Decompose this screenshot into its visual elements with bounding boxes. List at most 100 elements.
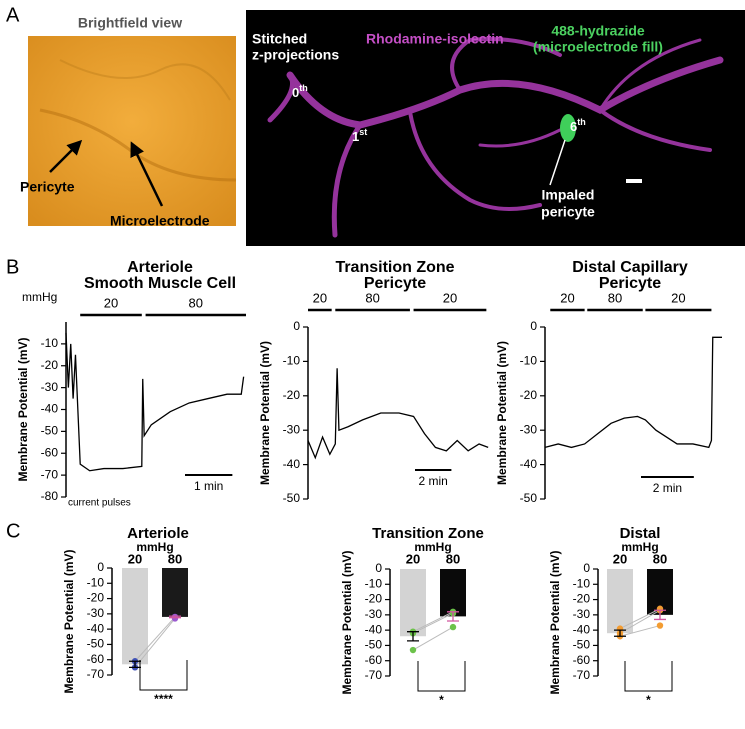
y-tick-label: -10 bbox=[41, 336, 59, 350]
pericyte-fill bbox=[560, 114, 576, 142]
scale-label: 2 min bbox=[653, 481, 682, 495]
y-tick-label: -20 bbox=[520, 388, 538, 402]
y-axis-label: Membrane Potential (mV) bbox=[548, 550, 562, 694]
error-bar bbox=[654, 609, 666, 621]
bar bbox=[122, 568, 148, 665]
y-tick-label: -30 bbox=[41, 380, 59, 394]
category-label: 20 bbox=[128, 551, 142, 566]
unit-label: mmHg bbox=[414, 540, 451, 554]
image-label: pericyte bbox=[541, 204, 595, 220]
pressure-label: 80 bbox=[365, 290, 379, 305]
brightfield-image bbox=[28, 36, 236, 226]
y-tick-label: -40 bbox=[365, 622, 383, 636]
y-tick-label: 0 bbox=[530, 319, 537, 333]
y-tick-label: -50 bbox=[283, 491, 301, 505]
y-tick-label: -40 bbox=[520, 457, 538, 471]
chart-title: Distal Capillary bbox=[572, 259, 688, 276]
chart-title: Pericyte bbox=[364, 275, 426, 292]
error-bar bbox=[407, 631, 419, 642]
y-tick-label: -20 bbox=[87, 591, 105, 605]
significance: **** bbox=[154, 692, 173, 706]
y-axis-label: Membrane Potential (mV) bbox=[62, 549, 76, 693]
error-bar bbox=[169, 615, 181, 619]
y-tick-label: -60 bbox=[87, 652, 105, 666]
image-texture bbox=[59, 59, 231, 101]
pressure-label: 20 bbox=[560, 290, 574, 305]
pair-line bbox=[619, 608, 661, 630]
y-tick-label: -10 bbox=[87, 575, 105, 589]
image-texture bbox=[39, 108, 237, 182]
pressure-label: 80 bbox=[189, 295, 203, 310]
y-tick-label: 0 bbox=[293, 319, 300, 333]
unit-label: mmHg bbox=[136, 540, 173, 554]
bar bbox=[162, 568, 188, 617]
y-axis-label: Membrane Potential (mV) bbox=[495, 341, 509, 485]
error-bar bbox=[129, 660, 141, 669]
y-tick-label: -20 bbox=[283, 388, 301, 402]
y-tick-label: -30 bbox=[87, 606, 105, 620]
y-tick-label: -20 bbox=[41, 358, 59, 372]
bar bbox=[440, 569, 466, 617]
category-label: 80 bbox=[168, 551, 182, 566]
y-tick-label: -30 bbox=[283, 422, 301, 436]
y-tick-label: -50 bbox=[87, 637, 105, 651]
panel-label: A bbox=[6, 4, 20, 26]
stain-label: 488-hydrazide bbox=[551, 23, 645, 39]
chart-title: Transition Zone bbox=[372, 525, 484, 542]
arrow bbox=[49, 139, 83, 173]
y-tick-label: -30 bbox=[365, 607, 383, 621]
chart-title: Transition Zone bbox=[335, 259, 454, 276]
y-tick-label: -40 bbox=[573, 622, 591, 636]
pair-line bbox=[412, 612, 454, 634]
image-title: Brightfield view bbox=[78, 15, 182, 31]
order-label: 0th bbox=[292, 83, 308, 100]
chart-title: Arteriole bbox=[127, 525, 189, 542]
stain-label: (microelectrode fill) bbox=[533, 39, 663, 55]
pair-line bbox=[134, 618, 176, 668]
panel-label: C bbox=[6, 520, 20, 542]
pointer-label: Microelectrode bbox=[110, 213, 210, 229]
bar bbox=[400, 569, 426, 637]
pressure-label: 20 bbox=[313, 290, 327, 305]
chart-title: Smooth Muscle Cell bbox=[84, 275, 236, 292]
unit-label: mmHg bbox=[621, 540, 658, 554]
panel-label: B bbox=[6, 256, 19, 278]
y-tick-label: 0 bbox=[375, 561, 382, 575]
y-tick-label: -50 bbox=[365, 638, 383, 652]
y-tick-label: -70 bbox=[87, 667, 105, 681]
pressure-label: 20 bbox=[104, 295, 118, 310]
trace bbox=[307, 368, 489, 460]
error-bar bbox=[447, 611, 459, 622]
y-tick-label: -60 bbox=[41, 445, 59, 459]
pressure-label: 20 bbox=[671, 290, 685, 305]
category-label: 80 bbox=[446, 551, 460, 566]
pointer-line bbox=[549, 139, 566, 186]
y-tick-label: -40 bbox=[87, 621, 105, 635]
scale-bar bbox=[626, 179, 642, 183]
y-tick-label: -40 bbox=[41, 402, 59, 416]
y-tick-label: -20 bbox=[573, 592, 591, 606]
trace bbox=[65, 332, 245, 472]
bar bbox=[607, 569, 633, 634]
y-tick-label: -80 bbox=[41, 489, 59, 503]
y-tick-label: -50 bbox=[520, 491, 538, 505]
pressure-unit: mmHg bbox=[22, 290, 57, 304]
data-point bbox=[409, 646, 417, 654]
chart-title: Distal bbox=[620, 525, 661, 542]
y-tick-label: 0 bbox=[583, 561, 590, 575]
category-label: 20 bbox=[406, 551, 420, 566]
y-tick-label: -60 bbox=[573, 653, 591, 667]
arrow bbox=[130, 141, 164, 207]
pointer-label: Pericyte bbox=[20, 179, 75, 195]
trace bbox=[544, 336, 722, 449]
data-point bbox=[171, 615, 179, 622]
y-tick-label: -70 bbox=[41, 467, 59, 481]
scale-label: 1 min bbox=[194, 479, 223, 493]
y-tick-label: -50 bbox=[41, 424, 59, 438]
pair-line bbox=[412, 611, 454, 633]
y-tick-label: -20 bbox=[365, 592, 383, 606]
y-tick-label: -40 bbox=[283, 457, 301, 471]
vessels bbox=[267, 37, 724, 238]
y-tick-label: 0 bbox=[97, 560, 104, 574]
